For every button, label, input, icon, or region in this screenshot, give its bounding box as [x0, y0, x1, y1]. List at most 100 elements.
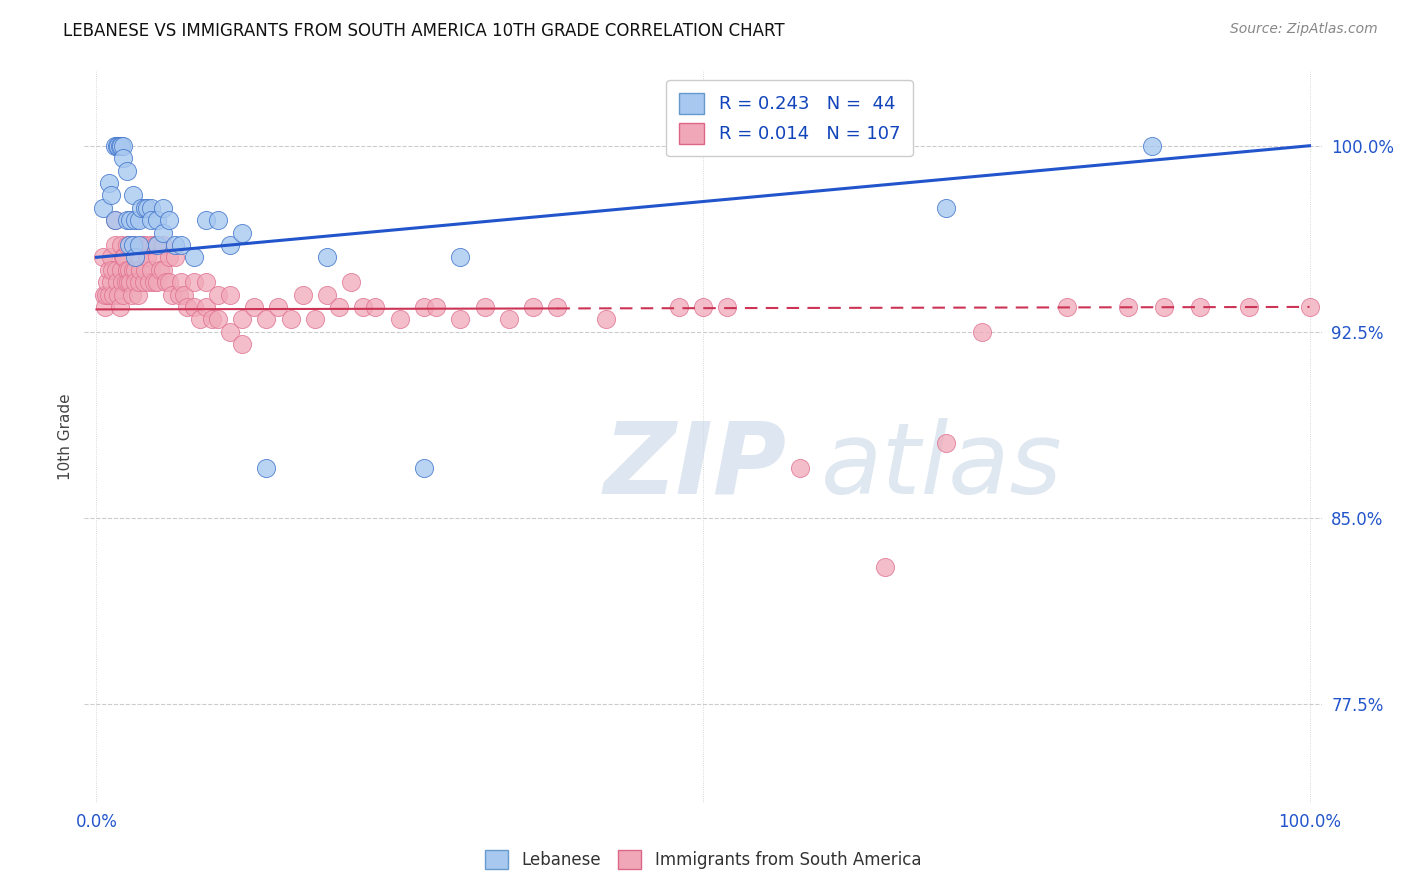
Point — [1153, 300, 1175, 314]
Point — [152, 262, 174, 277]
Point — [124, 213, 146, 227]
Point — [108, 300, 131, 314]
Point — [131, 238, 153, 252]
Point — [498, 312, 520, 326]
Point — [120, 275, 142, 289]
Point — [352, 300, 374, 314]
Point — [1298, 300, 1320, 314]
Point — [110, 262, 132, 277]
Point — [97, 176, 120, 190]
Point — [165, 238, 187, 252]
Point — [207, 312, 229, 326]
Point — [413, 461, 436, 475]
Point — [935, 201, 957, 215]
Point — [112, 250, 135, 264]
Point — [108, 138, 131, 153]
Point — [117, 275, 139, 289]
Point — [105, 138, 128, 153]
Point — [127, 287, 149, 301]
Point — [104, 262, 127, 277]
Point — [120, 213, 142, 227]
Point — [328, 300, 350, 314]
Point — [207, 213, 229, 227]
Point — [131, 201, 153, 215]
Point — [139, 201, 162, 215]
Point — [170, 238, 193, 252]
Text: LEBANESE VS IMMIGRANTS FROM SOUTH AMERICA 10TH GRADE CORRELATION CHART: LEBANESE VS IMMIGRANTS FROM SOUTH AMERIC… — [63, 22, 785, 40]
Point — [118, 238, 141, 252]
Point — [112, 287, 135, 301]
Point — [118, 262, 141, 277]
Point — [157, 250, 180, 264]
Point — [100, 275, 122, 289]
Point — [115, 238, 138, 252]
Point — [449, 250, 471, 264]
Point — [254, 461, 277, 475]
Point — [122, 262, 145, 277]
Point — [474, 300, 496, 314]
Point — [716, 300, 738, 314]
Point — [1237, 300, 1260, 314]
Point — [152, 201, 174, 215]
Point — [170, 275, 193, 289]
Point — [167, 287, 190, 301]
Point — [522, 300, 544, 314]
Point — [267, 300, 290, 314]
Point — [789, 461, 811, 475]
Point — [413, 300, 436, 314]
Point — [128, 238, 150, 252]
Point — [194, 300, 217, 314]
Point — [1140, 138, 1163, 153]
Point — [146, 213, 169, 227]
Point — [97, 262, 120, 277]
Point — [388, 312, 411, 326]
Point — [134, 201, 156, 215]
Point — [91, 250, 114, 264]
Point — [122, 238, 145, 252]
Point — [231, 226, 253, 240]
Point — [114, 275, 136, 289]
Point — [152, 226, 174, 240]
Point — [970, 325, 993, 339]
Point — [112, 138, 135, 153]
Point — [96, 287, 118, 301]
Point — [280, 312, 302, 326]
Point — [105, 275, 128, 289]
Point — [546, 300, 568, 314]
Point — [146, 275, 169, 289]
Point — [219, 287, 242, 301]
Point — [449, 312, 471, 326]
Point — [183, 275, 205, 289]
Point — [136, 250, 159, 264]
Point — [128, 213, 150, 227]
Point — [132, 275, 155, 289]
Point — [97, 287, 120, 301]
Point — [129, 262, 152, 277]
Point — [128, 250, 150, 264]
Point — [364, 300, 387, 314]
Point — [1116, 300, 1139, 314]
Point — [194, 213, 217, 227]
Point — [146, 250, 169, 264]
Point — [183, 300, 205, 314]
Point — [243, 300, 266, 314]
Point — [128, 275, 150, 289]
Point — [142, 275, 165, 289]
Point — [155, 275, 177, 289]
Point — [121, 287, 143, 301]
Point — [304, 312, 326, 326]
Point — [111, 275, 134, 289]
Point — [104, 238, 127, 252]
Point — [183, 250, 205, 264]
Point — [173, 287, 195, 301]
Point — [103, 287, 125, 301]
Legend: Lebanese, Immigrants from South America: Lebanese, Immigrants from South America — [475, 840, 931, 880]
Point — [143, 238, 166, 252]
Point — [139, 213, 162, 227]
Point — [138, 275, 160, 289]
Point — [100, 188, 122, 202]
Point — [122, 188, 145, 202]
Point — [104, 138, 127, 153]
Point — [112, 151, 135, 165]
Text: atlas: atlas — [821, 417, 1062, 515]
